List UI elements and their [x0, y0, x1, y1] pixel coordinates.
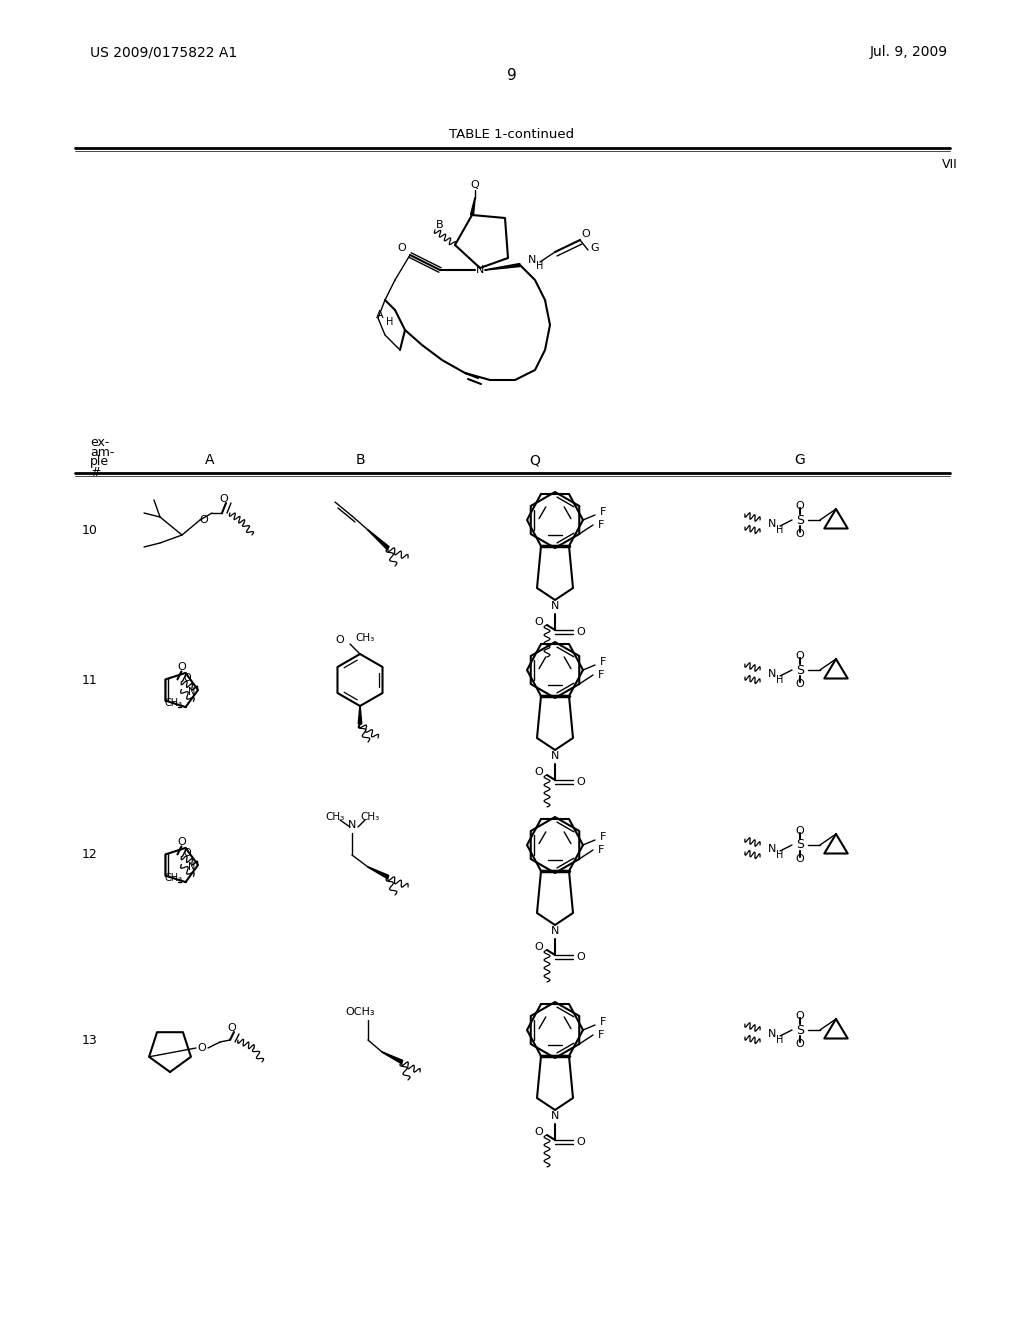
- Text: N: N: [188, 862, 196, 873]
- Text: 12: 12: [82, 849, 97, 862]
- Text: Q: Q: [529, 453, 541, 467]
- Text: F: F: [600, 1016, 606, 1027]
- Text: O: O: [177, 663, 185, 672]
- Text: O: O: [535, 767, 544, 777]
- Text: S: S: [796, 838, 804, 851]
- Text: N: N: [551, 751, 559, 762]
- Text: N: N: [551, 1111, 559, 1121]
- Text: O: O: [227, 1023, 237, 1034]
- Text: F: F: [598, 671, 604, 680]
- Text: 10: 10: [82, 524, 98, 536]
- Text: O: O: [535, 616, 544, 627]
- Text: F: F: [600, 507, 606, 517]
- Text: O: O: [397, 243, 407, 253]
- Text: am-: am-: [90, 446, 115, 458]
- Polygon shape: [358, 706, 361, 723]
- Text: OCH₃: OCH₃: [345, 1007, 375, 1016]
- Text: 13: 13: [82, 1034, 97, 1047]
- Text: O: O: [183, 847, 191, 858]
- Text: O: O: [577, 627, 586, 638]
- Text: CH₃: CH₃: [326, 812, 345, 822]
- Text: A: A: [205, 453, 215, 467]
- Text: S: S: [796, 664, 804, 676]
- Text: O: O: [183, 673, 191, 682]
- Text: O: O: [796, 854, 805, 865]
- Text: A: A: [376, 310, 384, 319]
- Polygon shape: [470, 198, 475, 215]
- Text: F: F: [600, 832, 606, 842]
- Text: F: F: [600, 657, 606, 667]
- Polygon shape: [368, 867, 389, 879]
- Text: O: O: [796, 1039, 805, 1049]
- Text: O: O: [336, 635, 344, 645]
- Text: F: F: [598, 845, 604, 855]
- Text: N: N: [348, 820, 356, 830]
- Text: ple: ple: [90, 455, 110, 469]
- Text: CH₃: CH₃: [355, 634, 375, 643]
- Text: O: O: [577, 952, 586, 962]
- Text: O: O: [219, 494, 228, 504]
- Text: H: H: [386, 317, 393, 327]
- Text: N: N: [768, 843, 776, 854]
- Polygon shape: [485, 264, 520, 271]
- Text: CH₃: CH₃: [165, 698, 182, 708]
- Text: N: N: [551, 601, 559, 611]
- Text: ex-: ex-: [90, 436, 110, 449]
- Text: CH₃: CH₃: [165, 873, 182, 883]
- Text: O: O: [577, 1137, 586, 1147]
- Text: S: S: [796, 1023, 804, 1036]
- Text: G: G: [795, 453, 805, 467]
- Text: O: O: [535, 942, 544, 952]
- Text: G: G: [591, 243, 599, 253]
- Text: 11: 11: [82, 673, 97, 686]
- Text: O: O: [796, 1011, 805, 1020]
- Text: Jul. 9, 2009: Jul. 9, 2009: [870, 45, 948, 59]
- Text: B: B: [436, 220, 443, 230]
- Text: O: O: [535, 1127, 544, 1137]
- Text: O: O: [796, 651, 805, 661]
- Text: H: H: [776, 1035, 783, 1045]
- Text: S: S: [796, 513, 804, 527]
- Text: #: #: [90, 466, 100, 479]
- Text: O: O: [796, 529, 805, 539]
- Text: N: N: [551, 927, 559, 936]
- Text: O: O: [577, 777, 586, 787]
- Text: H: H: [776, 850, 783, 861]
- Text: H: H: [776, 525, 783, 535]
- Text: O: O: [796, 826, 805, 836]
- Text: O: O: [177, 837, 185, 847]
- Text: O: O: [796, 678, 805, 689]
- Polygon shape: [382, 1052, 402, 1064]
- Text: O: O: [198, 1043, 207, 1053]
- Text: 9: 9: [507, 67, 517, 82]
- Text: N: N: [527, 255, 537, 265]
- Text: H: H: [776, 675, 783, 685]
- Polygon shape: [368, 529, 389, 549]
- Text: N: N: [188, 686, 196, 697]
- Text: N: N: [476, 265, 484, 275]
- Text: Q: Q: [471, 180, 479, 190]
- Text: F: F: [598, 1030, 604, 1040]
- Text: H: H: [537, 261, 544, 271]
- Text: N: N: [768, 519, 776, 529]
- Text: O: O: [582, 228, 591, 239]
- Text: N: N: [768, 1030, 776, 1039]
- Text: CH₃: CH₃: [360, 812, 380, 822]
- Text: B: B: [355, 453, 365, 467]
- Text: O: O: [200, 515, 208, 525]
- Text: N: N: [768, 669, 776, 678]
- Text: O: O: [796, 502, 805, 511]
- Text: VII: VII: [942, 158, 957, 172]
- Text: US 2009/0175822 A1: US 2009/0175822 A1: [90, 45, 238, 59]
- Text: F: F: [598, 520, 604, 531]
- Text: TABLE 1-continued: TABLE 1-continued: [450, 128, 574, 141]
